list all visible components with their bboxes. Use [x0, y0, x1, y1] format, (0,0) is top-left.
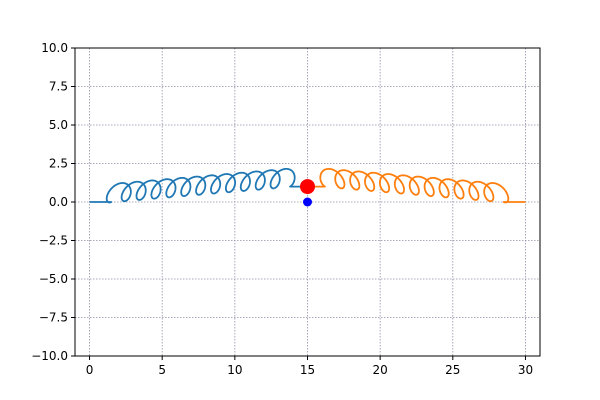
equilibrium-point: [303, 197, 312, 207]
y-tick-label: −2.5: [39, 234, 68, 248]
x-tick-label: 5: [158, 363, 166, 377]
ticks: 0 5 10 15 20 25 30 10.0 7.5 5.0 2.5 0.0 −2.5 −5.0 −7.5…: [31, 41, 533, 377]
x-tick-label: 30: [518, 363, 533, 377]
y-tick-label: −10.0: [31, 349, 68, 363]
y-tick-label: −5.0: [39, 272, 68, 286]
y-tick-label: 2.5: [49, 157, 68, 171]
x-tick-label: 20: [373, 363, 388, 377]
y-tick-label: 10.0: [41, 41, 68, 55]
mass-point: [300, 179, 315, 195]
x-tick-label: 15: [300, 363, 315, 377]
y-tick-label: −7.5: [39, 311, 68, 325]
spring-series-1: [89, 167, 308, 204]
y-tick-label: 0.0: [49, 195, 68, 209]
x-tick-label: 10: [227, 363, 242, 377]
x-tick-label: 25: [445, 363, 460, 377]
plot-area: [89, 167, 526, 204]
markers: [300, 179, 315, 207]
y-tick-label: 5.0: [49, 118, 68, 132]
spring-series-2: [307, 167, 526, 204]
y-tick-label: 7.5: [49, 80, 68, 94]
x-tick-label: 0: [86, 363, 94, 377]
